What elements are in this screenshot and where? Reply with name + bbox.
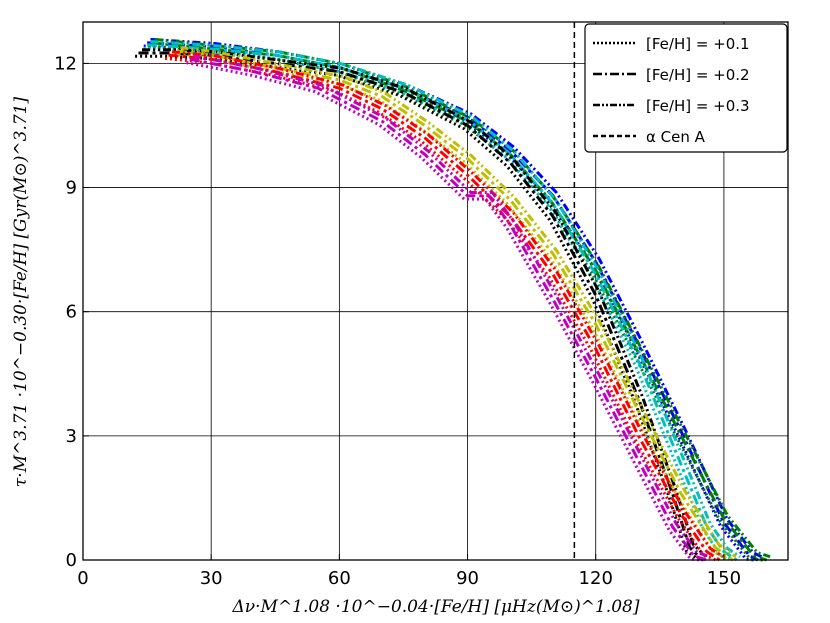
x-axis-label: Δν·M^1.08 ·10^−0.04·[Fe/H] [μHz(M⊙)^1.08…: [232, 597, 640, 617]
series-line: [147, 43, 738, 562]
legend-label: [Fe/H] = +0.2: [646, 66, 750, 84]
x-tick-label: 0: [77, 568, 88, 589]
plot-frame: [82, 21, 789, 561]
series-line: [143, 44, 755, 562]
y-tick-labels: 0 3 6 9 12: [54, 53, 77, 571]
x-tick-label: 150: [707, 568, 741, 589]
y-tick-label: 0: [66, 550, 77, 571]
series-line: [173, 52, 730, 562]
legend-box: [584, 23, 788, 153]
x-tick-label: 90: [456, 568, 479, 589]
y-tick-label: 6: [66, 302, 77, 323]
x-tick-labels: 0 30 60 90 120 150: [77, 568, 741, 589]
y-axis-label: τ·M^3.71 ·10^−0.30·[Fe/H] [Gyr(M⊙)^3.71]: [11, 97, 31, 488]
tick-marks: [82, 62, 725, 561]
legend: [Fe/H] = +0.1 [Fe/H] = +0.2 [Fe/H] = +0.3 α…: [584, 23, 788, 153]
series-line: [150, 40, 741, 558]
x-tick-label: 120: [579, 568, 613, 589]
legend-label: [Fe/H] = +0.3: [646, 97, 750, 115]
y-tick-label: 9: [66, 178, 77, 199]
series-line: [176, 49, 734, 562]
x-tick-label: 60: [328, 568, 351, 589]
x-tick-label: 30: [200, 568, 223, 589]
y-tick-label: 3: [66, 426, 77, 447]
series-line: [180, 46, 737, 558]
y-tick-label: 12: [54, 53, 77, 74]
series-line: [192, 54, 711, 559]
series-line: [186, 61, 704, 562]
legend-label: [Fe/H] = +0.1: [646, 35, 750, 53]
series-layer: [135, 37, 771, 562]
series-line: [143, 46, 734, 562]
legend-label: α Cen A: [646, 128, 706, 146]
